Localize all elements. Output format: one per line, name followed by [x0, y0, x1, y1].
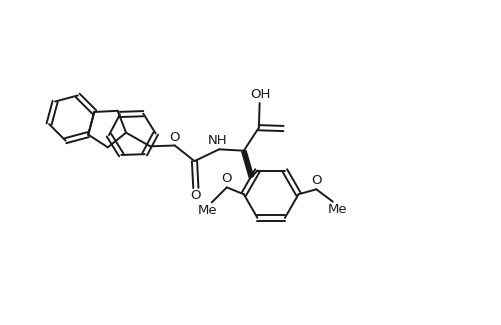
- Text: Me: Me: [198, 204, 217, 217]
- Text: O: O: [190, 189, 201, 202]
- Text: NH: NH: [207, 134, 227, 147]
- Text: OH: OH: [250, 88, 271, 101]
- Text: O: O: [169, 131, 180, 144]
- Text: O: O: [311, 174, 322, 187]
- Text: O: O: [221, 173, 232, 186]
- Text: Me: Me: [328, 203, 348, 216]
